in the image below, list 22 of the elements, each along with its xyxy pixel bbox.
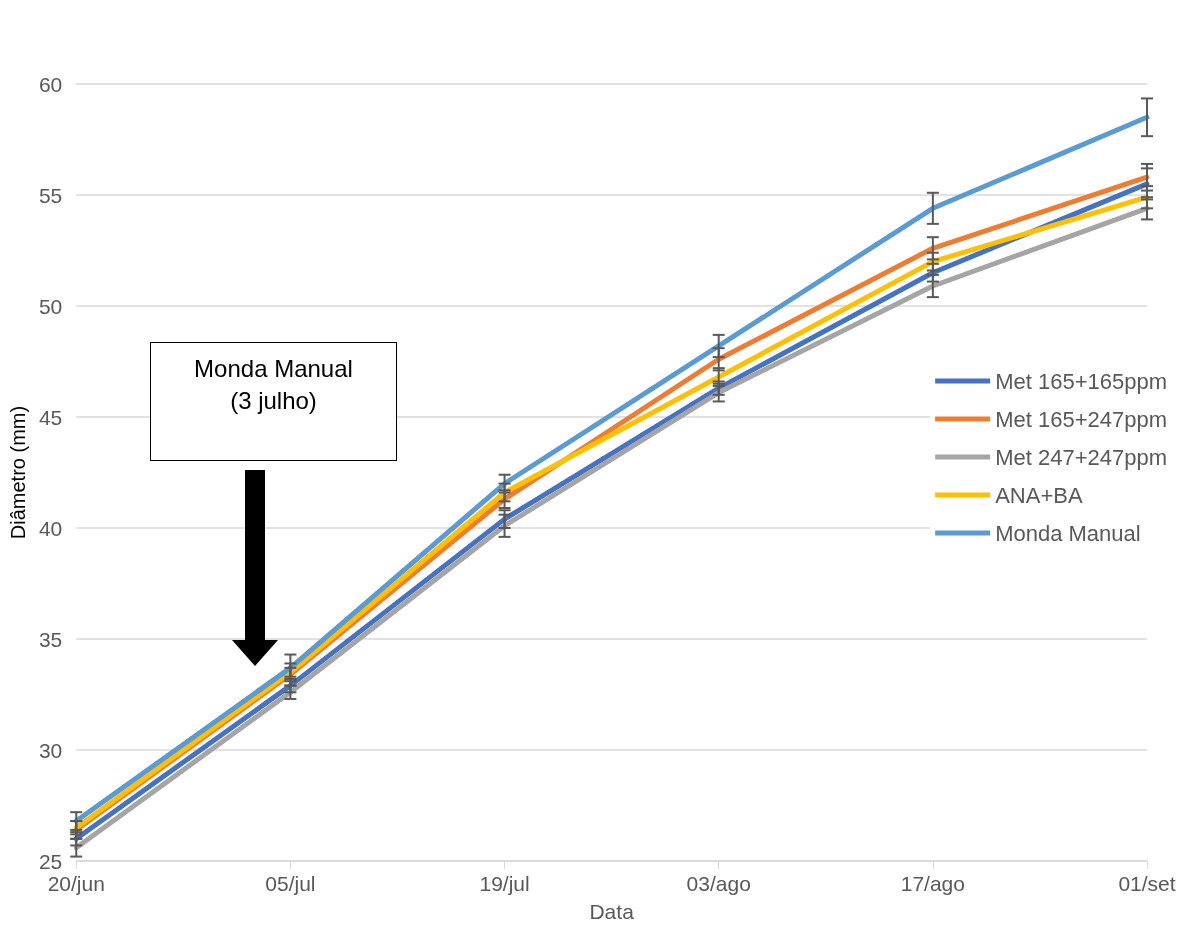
legend-label: Met 247+247ppm	[995, 444, 1167, 470]
legend-label: Monda Manual	[995, 520, 1141, 546]
x-tick-label: 01/set	[1118, 872, 1176, 895]
note-box: Monda Manual (3 julho)	[150, 342, 397, 461]
y-tick-label: 25	[38, 849, 63, 873]
y-tick-label: 30	[38, 738, 63, 762]
y-tick-label: 60	[38, 72, 63, 96]
y-tick-label: 45	[38, 405, 63, 429]
x-tick-label: 05/jul	[265, 872, 316, 895]
y-tick-label: 40	[38, 516, 63, 540]
y-axis-title: Diâmetro (mm)	[7, 405, 29, 540]
x-tick-label: 03/ago	[686, 872, 751, 895]
y-tick-label: 50	[38, 294, 63, 318]
x-tick-label: 19/jul	[479, 872, 530, 895]
y-tick-label: 35	[38, 627, 63, 651]
x-tick-label: 17/ago	[900, 872, 965, 895]
legend-label: Met 165+165ppm	[995, 368, 1167, 394]
y-tick-label: 55	[38, 183, 63, 207]
x-tick-label: 20/jun	[47, 872, 105, 895]
x-axis-title: Data	[589, 900, 635, 923]
legend-label: ANA+BA	[995, 482, 1083, 508]
legend-label: Met 165+247ppm	[995, 406, 1167, 432]
